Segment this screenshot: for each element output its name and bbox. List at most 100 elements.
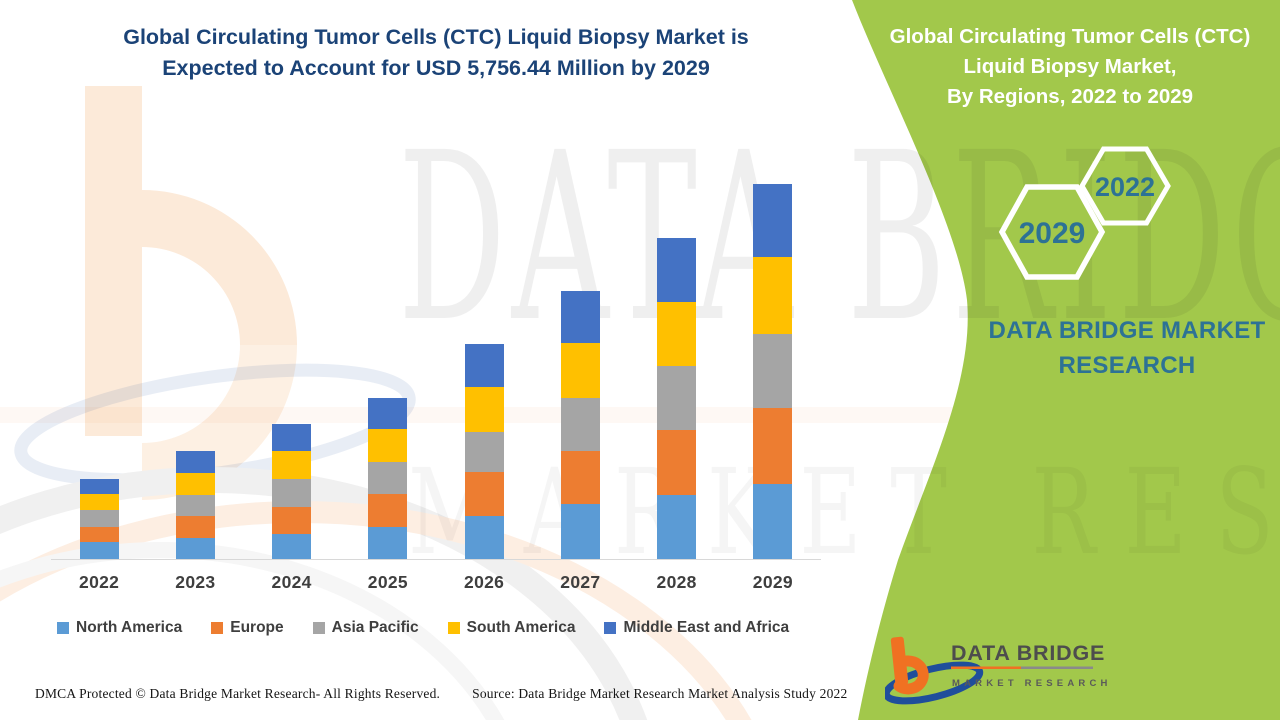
bar-cell-2022: [51, 479, 147, 559]
bar-segment-2027-asia-pacific: [560, 397, 600, 452]
bar-segment-2028-north-america: [657, 494, 697, 559]
side-panel-title-line2: Liquid Biopsy Market,: [963, 55, 1177, 78]
side-panel-title-line3: By Regions, 2022 to 2029: [946, 85, 1194, 108]
stacked-bar-2027: [560, 290, 600, 559]
legend-label: Asia Pacific: [331, 619, 419, 636]
bar-chart-plot: [51, 184, 821, 560]
bar-segment-2022-north-america: [79, 542, 119, 559]
x-axis-label-2023: 2023: [175, 572, 216, 592]
stacked-bar-2025: [368, 397, 408, 559]
bar-segment-2026-europe: [464, 472, 504, 517]
bar-segment-2027-south-america: [560, 342, 600, 398]
x-axis-label-2028: 2028: [656, 572, 697, 592]
bar-segment-2022-south-america: [79, 494, 119, 510]
stacked-bar-2029: [753, 184, 793, 559]
company-logo: DATA BRIDGE MARKET RESEARCH: [885, 636, 1112, 705]
footer-dmca-text: DMCA Protected © Data Bridge Market Rese…: [35, 686, 441, 701]
footer-source-text: Source: Data Bridge Market Research Mark…: [472, 686, 848, 701]
bar-segment-2026-middle-east-and-africa: [464, 344, 504, 388]
bar-segment-2025-north-america: [368, 527, 408, 559]
bar-cell-2028: [629, 238, 725, 559]
chart-title-line1: Global Circulating Tumor Cells (CTC) Liq…: [123, 25, 749, 49]
stacked-bar-2024: [272, 423, 312, 559]
bar-segment-2022-europe: [79, 527, 119, 543]
bar-segment-2026-north-america: [464, 516, 504, 559]
legend-swatch: [312, 622, 325, 634]
hexagon-2029-label: 2029: [1019, 217, 1086, 250]
bar-segment-2027-north-america: [560, 503, 600, 559]
brand-text: DATA BRIDGE MARKET RESEARCH: [952, 313, 1280, 383]
chart-title-line2: Expected to Account for USD 5,756.44 Mil…: [162, 56, 710, 80]
bar-cell-2024: [244, 423, 340, 559]
bar-segment-2024-middle-east-and-africa: [272, 423, 312, 451]
bar-segment-2023-south-america: [175, 472, 215, 495]
bar-segment-2025-asia-pacific: [368, 462, 408, 494]
bar-segment-2024-asia-pacific: [272, 479, 312, 508]
x-axis-labels: 2022 2023 2024 2025 2026 2027 2028 2029: [51, 572, 821, 593]
bar-segment-2025-europe: [368, 493, 408, 528]
bar-segment-2026-south-america: [464, 387, 504, 433]
chart-title: Global Circulating Tumor Cells (CTC) Liq…: [55, 22, 817, 84]
logo-underline-orange: [951, 666, 1021, 669]
bar-segment-2028-europe: [657, 429, 697, 495]
legend-item-asia-pacific: Asia Pacific: [312, 619, 419, 637]
legend-label: Europe: [230, 619, 284, 636]
stacked-bar-2026: [464, 344, 504, 559]
bar-cell-2023: [147, 450, 243, 559]
bar-segment-2029-asia-pacific: [753, 333, 793, 408]
bar-segment-2023-north-america: [175, 538, 215, 559]
legend-item-middle-east-and-africa: Middle East and Africa: [604, 619, 789, 637]
watermark-b-stem: [85, 86, 142, 436]
bar-segment-2023-middle-east-and-africa: [175, 450, 215, 473]
bar-segment-2023-asia-pacific: [175, 494, 215, 516]
x-axis-label-2024: 2024: [271, 572, 312, 592]
x-axis-label-2029: 2029: [752, 572, 793, 592]
legend-item-north-america: North America: [57, 619, 182, 637]
green-swoosh-shape: [852, 0, 1280, 720]
logo-b-stem: [890, 636, 909, 686]
bar-segment-2024-north-america: [272, 534, 312, 559]
logo-subtitle: MARKET RESEARCH: [952, 678, 1112, 689]
bar-segment-2026-asia-pacific: [464, 432, 504, 473]
logo-blue-swoosh: [885, 661, 984, 705]
legend-item-south-america: South America: [447, 619, 576, 637]
bar-segment-2025-middle-east-and-africa: [368, 397, 408, 430]
bar-segment-2029-north-america: [753, 483, 793, 559]
bar-segment-2029-europe: [753, 407, 793, 484]
bar-segment-2029-middle-east-and-africa: [753, 184, 793, 258]
hexagon-2022-label: 2022: [1095, 172, 1155, 202]
bar-segment-2024-europe: [272, 507, 312, 534]
footer: DMCA Protected © Data Bridge Market Rese…: [0, 686, 860, 702]
stacked-bar-2022: [79, 479, 119, 559]
legend-label: North America: [76, 619, 183, 636]
logo-title: DATA BRIDGE: [951, 641, 1105, 665]
bar-cell-2027: [532, 290, 628, 559]
brand-text-line1: DATA BRIDGE MARKET: [988, 317, 1266, 344]
bar-segment-2028-middle-east-and-africa: [657, 238, 697, 302]
bar-segment-2028-asia-pacific: [657, 366, 697, 430]
x-axis-label-2027: 2027: [560, 572, 601, 592]
logo-underline-gray: [1021, 666, 1093, 669]
chart-legend: North America Europe Asia Pacific South Ame…: [57, 619, 789, 637]
side-panel-title: Global Circulating Tumor Cells (CTC) Liq…: [872, 22, 1268, 112]
stacked-bar-2028: [657, 238, 697, 559]
legend-label: Middle East and Africa: [623, 619, 790, 636]
bar-segment-2027-middle-east-and-africa: [560, 290, 600, 343]
bar-segment-2024-south-america: [272, 450, 312, 480]
bar-segment-2022-asia-pacific: [79, 509, 119, 528]
bar-segment-2029-south-america: [753, 257, 793, 334]
hexagon-2022: [1079, 146, 1171, 226]
bar-cell-2025: [340, 397, 436, 559]
bar-segment-2028-south-america: [657, 301, 697, 367]
stacked-bar-2023: [175, 450, 215, 559]
bar-segment-2023-europe: [175, 515, 215, 539]
legend-swatch: [211, 622, 224, 634]
legend-swatch: [57, 622, 69, 634]
bar-cell-2029: [725, 184, 821, 559]
watermark-b-bowl-top: [142, 190, 297, 345]
logo-b-bowl: [893, 655, 929, 695]
legend-label: South America: [466, 619, 576, 636]
bar-cell-2026: [436, 344, 532, 559]
